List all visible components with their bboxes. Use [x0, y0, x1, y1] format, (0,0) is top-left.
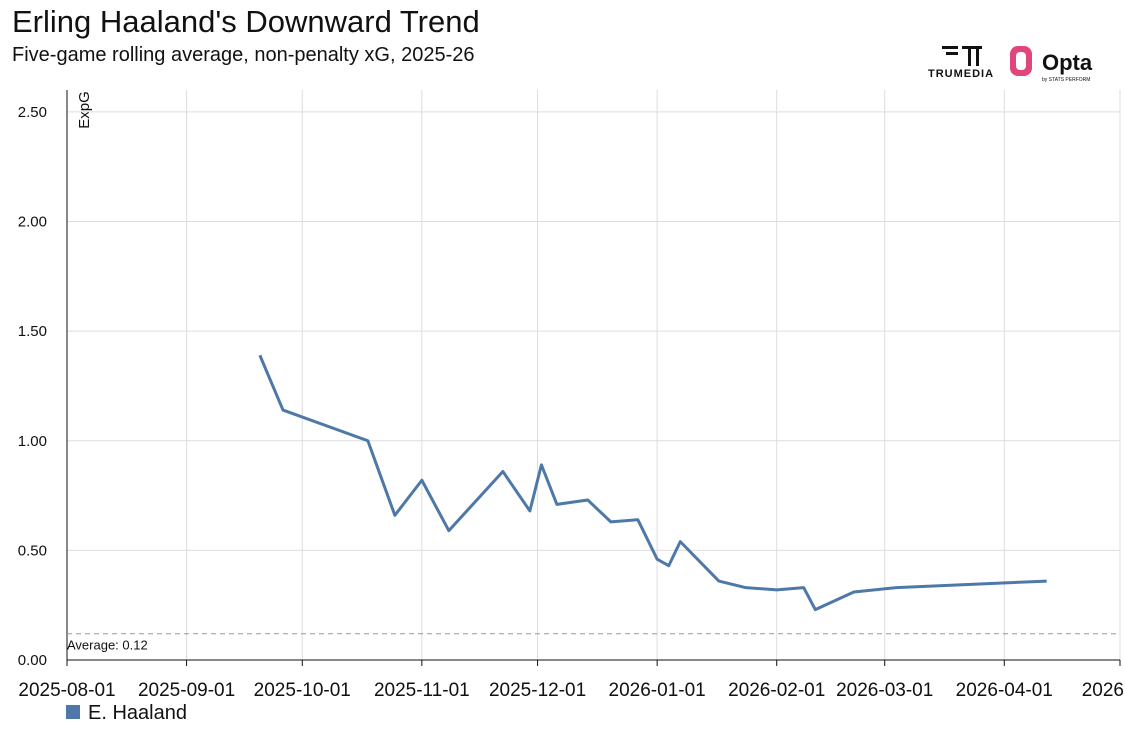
data-line — [258, 354, 1047, 612]
x-tick-label: 2026-01-01 — [609, 680, 706, 701]
average-label: Average: 0.12 — [67, 638, 148, 653]
y-tick-label: 1.00 — [18, 433, 47, 450]
y-tick-label: 2.50 — [18, 104, 47, 121]
x-tick-label: 2025-12-01 — [489, 680, 586, 701]
x-tick-label: 2026 — [1082, 680, 1124, 701]
y-tick-label: 2.00 — [18, 214, 47, 231]
legend-swatch — [66, 705, 80, 719]
logo-text: TRUMEDIA — [928, 68, 994, 80]
x-tick-label: 2026-03-01 — [836, 680, 933, 701]
x-tick-label: 2025-08-01 — [18, 680, 115, 701]
x-tick-label: 2026-04-01 — [956, 680, 1053, 701]
y-tick-label: 0.00 — [18, 652, 47, 669]
y-axis-label: ExpG — [76, 91, 93, 129]
y-tick-label: 0.50 — [18, 542, 47, 559]
chart-subtitle: Five-game rolling average, non-penalty x… — [12, 44, 474, 66]
opta-logo: Opta by STATS PERFORM — [1010, 46, 1093, 83]
logo-text: by STATS PERFORM — [1042, 77, 1090, 83]
x-tick-label: 2025-09-01 — [138, 680, 235, 701]
x-tick-label: 2025-11-01 — [374, 680, 470, 701]
logo-text: Opta — [1042, 50, 1093, 75]
chart-title: Erling Haaland's Downward Trend — [12, 4, 480, 39]
y-tick-label: 1.50 — [18, 323, 47, 340]
x-tick-label: 2025-10-01 — [254, 680, 351, 701]
legend-label: E. Haaland — [88, 702, 187, 724]
x-tick-label: 2026-02-01 — [728, 680, 825, 701]
trumedia-logo: TRUMEDIA — [928, 46, 994, 80]
